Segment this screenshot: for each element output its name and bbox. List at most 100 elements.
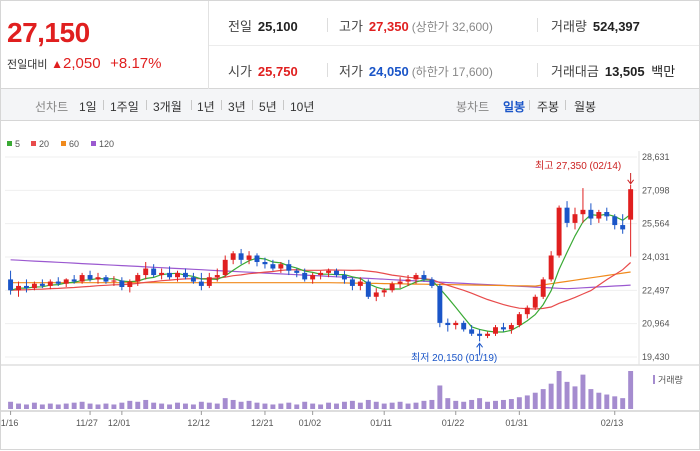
- candle-body: [31, 283, 37, 289]
- candle-body: [182, 272, 188, 278]
- candle-body: [230, 253, 236, 260]
- candle-body: [71, 279, 77, 282]
- tab-daily[interactable]: 일봉: [503, 100, 526, 114]
- volume-bar: [246, 400, 252, 409]
- period-toolbar: 선차트 1일 1주일 3개월 1년 3년 5년 10년 봉차트 일봉 주봉 월봉: [1, 89, 699, 121]
- volume-bar: [16, 403, 21, 409]
- volume-bar: [445, 398, 451, 409]
- candle-body: [540, 279, 546, 297]
- x-tick-label: 12/21: [251, 418, 274, 428]
- change-row: 전일대비 ▲2,050 +8.17%: [7, 55, 161, 72]
- candle-body: [485, 333, 491, 336]
- candle-body: [524, 307, 530, 315]
- price-box: 27,150 전일대비 ▲2,050 +8.17%: [1, 1, 209, 89]
- x-tick-label: 11/27: [76, 418, 98, 428]
- candle-body: [564, 207, 570, 223]
- tab-monthly[interactable]: 월봉: [574, 100, 597, 114]
- candle-body: [127, 281, 133, 288]
- volume-bar: [254, 402, 260, 409]
- volume-bar: [310, 403, 316, 409]
- tab-weekly[interactable]: 주봉: [537, 100, 560, 114]
- legend-swatch: [31, 141, 36, 146]
- candle-body: [612, 216, 618, 226]
- high-arrow-icon: [627, 173, 635, 185]
- legend-label: 120: [99, 139, 114, 149]
- volume-bar: [413, 402, 419, 409]
- volume-bar: [389, 402, 395, 409]
- candle-body: [246, 255, 252, 260]
- volume-bar: [365, 399, 371, 409]
- candlestick-chart: 28,631 27,098 25,564 24,031 22,497 20,964 19,4…: [1, 139, 699, 428]
- volume-bar: [524, 395, 530, 409]
- volume-bar: [588, 389, 594, 409]
- volume-bar: [71, 402, 77, 409]
- volume-bar: [39, 404, 45, 409]
- volume-bar: [357, 402, 363, 409]
- candle-body: [159, 272, 165, 276]
- legend-swatch: [61, 141, 66, 146]
- tab-5years[interactable]: 5년: [259, 100, 277, 114]
- volume-bar: [485, 401, 491, 409]
- volume-bar: [8, 401, 14, 409]
- y-tick-label: 19,430: [642, 352, 670, 362]
- volume-bar: [453, 400, 459, 409]
- stat-volume: 거래량 524,397: [551, 16, 640, 35]
- legend-label: 5: [15, 139, 20, 149]
- volume-bar: [143, 399, 149, 409]
- candle-body: [318, 272, 324, 276]
- volume-bar: [421, 400, 427, 409]
- volume-bar: [278, 403, 284, 409]
- tab-3months[interactable]: 3개월: [153, 100, 182, 114]
- tab-3years[interactable]: 3년: [228, 100, 246, 114]
- volume-bar: [477, 398, 483, 409]
- candle-body: [397, 281, 403, 284]
- y-tick-label: 20,964: [642, 319, 670, 329]
- volume-bar: [612, 396, 618, 409]
- tab-1day[interactable]: 1일: [79, 100, 97, 114]
- volume-bar: [500, 399, 506, 409]
- volume-bar: [564, 381, 570, 409]
- stat-value: 13,505: [604, 64, 645, 79]
- candle-body: [365, 281, 371, 297]
- volume-bar: [604, 394, 610, 409]
- candle-body: [620, 225, 626, 230]
- candle-body: [79, 275, 85, 282]
- tab-1year[interactable]: 1년: [197, 100, 215, 114]
- volume-bar: [334, 403, 339, 409]
- volume-bar: [548, 383, 554, 409]
- candle-body: [278, 264, 284, 269]
- candle-body: [302, 272, 308, 280]
- candle-body: [588, 209, 594, 219]
- tab-10years[interactable]: 10년: [290, 100, 315, 114]
- candle-body: [167, 272, 173, 278]
- volume-bar: [326, 402, 332, 409]
- stat-unit: 백만: [651, 64, 676, 79]
- volume-bar: [270, 404, 276, 409]
- volume-bar: [63, 403, 69, 409]
- candle-body: [445, 322, 451, 326]
- candle-body: [349, 279, 355, 286]
- candle-body: [508, 325, 514, 330]
- candle-body: [532, 296, 538, 308]
- candle-body: [119, 280, 125, 288]
- tab-1week[interactable]: 1주일: [110, 100, 139, 114]
- x-tick-label: 02/13: [601, 418, 624, 428]
- volume-bar: [405, 403, 411, 409]
- y-tick-label: 25,564: [642, 219, 670, 229]
- volume-bar: [580, 374, 586, 409]
- volume-bar: [190, 404, 196, 409]
- candle-body: [334, 270, 339, 276]
- stat-open: 시가 25,750: [228, 61, 298, 80]
- volume-legend-swatch: [653, 375, 655, 384]
- volume-bar: [620, 398, 626, 409]
- volume-bar: [302, 401, 308, 409]
- volume-bar: [628, 371, 634, 409]
- volume-bar: [596, 392, 602, 409]
- current-price: 27,150: [7, 17, 90, 48]
- y-tick-label: 24,031: [642, 252, 670, 262]
- legend-swatch: [7, 141, 12, 146]
- volume-bar: [397, 401, 403, 409]
- candle-body: [516, 314, 522, 326]
- stat-value: 24,050: [368, 64, 409, 79]
- y-tick-label: 27,098: [642, 185, 670, 195]
